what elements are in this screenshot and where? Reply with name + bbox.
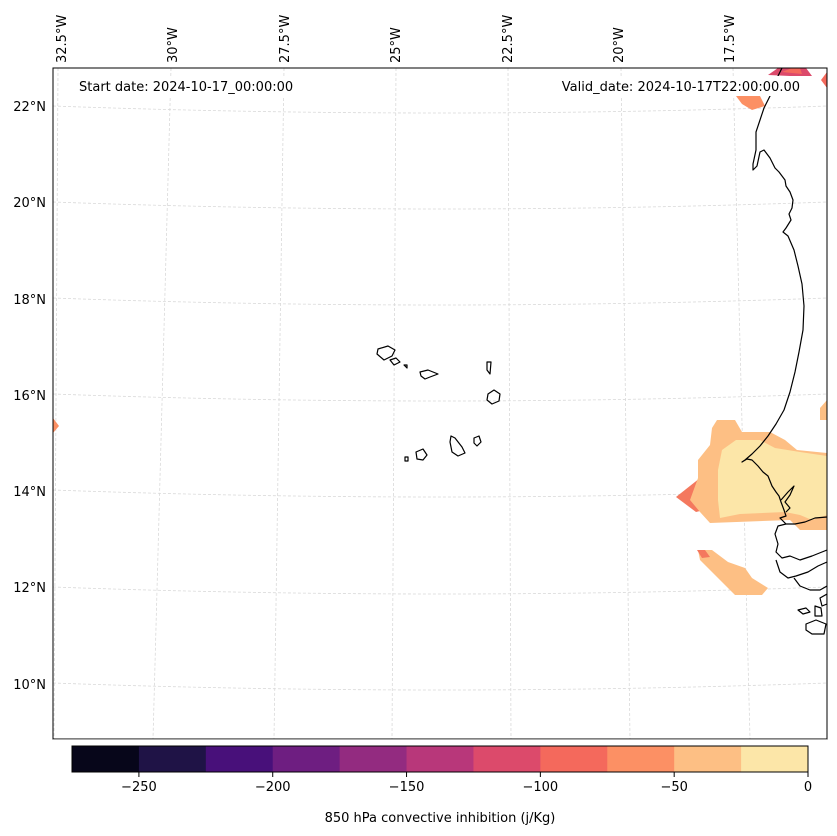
lon-label: 27.5°W xyxy=(278,15,293,63)
gridlines xyxy=(53,68,827,739)
colorbar-swatch xyxy=(674,746,742,772)
coastlines xyxy=(376,68,827,635)
colorbar-swatch xyxy=(540,746,608,772)
lat-label: 12°N xyxy=(13,581,46,596)
colorbar-tick-label: −100 xyxy=(523,780,559,795)
colorbar-swatches xyxy=(72,746,809,772)
colorbar-tick-label: −50 xyxy=(660,780,687,795)
cape-verde-sao-nicolau xyxy=(419,369,439,380)
gridline-lon-17.5 xyxy=(732,68,751,739)
coastline-west-africa xyxy=(741,68,827,525)
start-date-annotation: Start date: 2024-10-17_00:00:00 xyxy=(79,80,293,95)
cape-verde-brava xyxy=(404,456,409,462)
lon-label: 30°W xyxy=(166,27,181,63)
gridline-lat-10 xyxy=(53,682,827,691)
coastline-guinea-south xyxy=(819,593,827,607)
lat-label: 14°N xyxy=(13,485,46,500)
colorbar-label: 850 hPa convective inhibition (j/Kg) xyxy=(325,811,556,826)
valid-date-box xyxy=(540,76,804,96)
lon-label: 25°W xyxy=(389,27,404,63)
contour-band-minus100-minus75-north xyxy=(782,68,802,74)
colorbar-swatch xyxy=(406,746,474,772)
contour-band-minus100-minus75-northeast xyxy=(821,72,827,88)
cape-verde-sal xyxy=(486,361,492,375)
colorbar-swatch xyxy=(205,746,274,772)
gridline-lat-14 xyxy=(53,489,827,498)
lat-label: 16°N xyxy=(13,389,46,404)
colorbar-swatch xyxy=(72,746,140,772)
cape-verde-maio xyxy=(473,435,482,447)
colorbar-tick-label: −250 xyxy=(121,780,157,795)
cape-verde-fogo xyxy=(415,448,428,461)
colorbar: −250 −200 −150 −100 −50 0 850 hPa convective … xyxy=(71,745,812,826)
lat-label: 22°N xyxy=(13,100,46,115)
colorbar-ticks: −250 −200 −150 −100 −50 0 xyxy=(121,772,812,795)
lat-label: 20°N xyxy=(13,196,46,211)
colorbar-swatch xyxy=(272,746,341,772)
map-background xyxy=(53,68,827,739)
lat-label: 10°N xyxy=(13,678,46,693)
lon-label: 20°W xyxy=(612,27,627,63)
cape-verde-sao-vicente xyxy=(389,357,401,366)
gridline-lat-12 xyxy=(53,586,827,595)
colorbar-tick-label: −200 xyxy=(255,780,291,795)
colorbar-swatch xyxy=(473,746,541,772)
lon-label: 22.5°W xyxy=(501,15,516,63)
coastline-bijagos-2 xyxy=(814,605,823,617)
gridline-lon-25 xyxy=(391,68,397,739)
cape-verde-boa-vista xyxy=(486,389,501,405)
longitude-labels: 32.5°W 30°W 27.5°W 25°W 22.5°W 20°W 17.5… xyxy=(55,15,738,63)
colorbar-swatch xyxy=(741,746,809,772)
coastline-bijagos-1 xyxy=(797,607,811,615)
contour-band-minus75-minus50-offshore-edge xyxy=(697,550,710,558)
colorbar-swatch xyxy=(138,746,207,772)
latitude-labels: 22°N 20°N 18°N 16°N 14°N 12°N 10°N xyxy=(13,100,46,693)
gridline-lon-22.5 xyxy=(507,68,512,739)
contour-band-minus50-minus25-offshore xyxy=(698,550,768,595)
valid-date-annotation: Valid_date: 2024-10-17T22:00:00.00 xyxy=(562,80,800,95)
gridline-lat-20 xyxy=(53,201,827,210)
gridline-lon-30 xyxy=(152,68,172,739)
contour-band-minus50-minus25-east-edge xyxy=(820,400,827,420)
lon-label: 32.5°W xyxy=(55,15,70,63)
coastline-bijagos-3 xyxy=(805,619,827,635)
map-content: Start date: 2024-10-17_00:00:00 Valid_da… xyxy=(53,68,827,739)
gridline-lon-20 xyxy=(620,68,631,739)
colorbar-tick-label: −150 xyxy=(389,780,425,795)
start-date-box xyxy=(73,76,313,96)
gridline-lat-22 xyxy=(53,105,827,114)
gridline-lon-27.5 xyxy=(273,68,285,739)
coastline-guinea xyxy=(775,559,827,591)
contour-band-minus75-minus50-west-edge xyxy=(53,418,59,433)
colorbar-swatch xyxy=(607,746,675,772)
lon-label: 17.5°W xyxy=(723,15,738,63)
gridline-lat-18 xyxy=(53,297,827,306)
cape-verde-santa-luzia xyxy=(403,364,408,369)
cape-verde-santo-antao xyxy=(376,345,396,361)
gridline-lat-16 xyxy=(53,393,827,402)
colorbar-tick-label: 0 xyxy=(804,780,812,795)
contour-band-minus75-minus50-coast-22n xyxy=(736,96,765,110)
colorbar-frame xyxy=(71,745,809,773)
lat-label: 18°N xyxy=(13,293,46,308)
coastline-gambia-estuary xyxy=(780,485,795,513)
cape-verde-santiago xyxy=(449,435,466,457)
coastline-guinea-bissau xyxy=(774,523,827,561)
gridline-lon-32.5 xyxy=(53,68,59,739)
colorbar-swatch xyxy=(339,746,408,772)
